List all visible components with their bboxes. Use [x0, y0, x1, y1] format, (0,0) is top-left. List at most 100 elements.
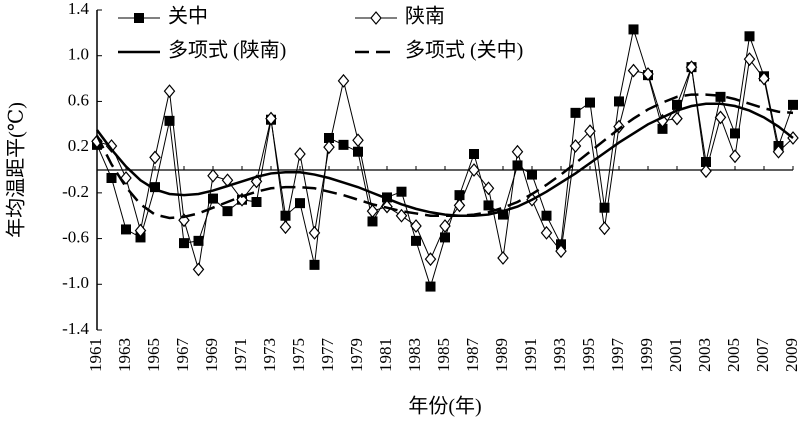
data-point: [729, 149, 741, 164]
data-point: [265, 111, 277, 126]
data-point: [569, 139, 582, 153]
data-point: [279, 220, 292, 235]
data-point: [440, 232, 450, 243]
data-point: [352, 133, 364, 148]
data-point: [527, 169, 537, 180]
x-tick-label: 1997: [608, 338, 627, 373]
data-point: [134, 223, 147, 238]
data-point: [453, 198, 466, 213]
data-point: [700, 164, 712, 179]
y-tick-label: 1.0: [68, 45, 89, 64]
data-point: [628, 24, 639, 35]
data-point: [149, 150, 161, 165]
legend-label: 陕南: [405, 5, 445, 28]
x-tick-label: 1971: [231, 338, 250, 372]
x-tick-label: 1993: [550, 338, 569, 372]
data-point: [498, 209, 508, 220]
data-point: [367, 216, 378, 227]
x-tick-label: 2009: [782, 338, 800, 372]
x-tick-label: 1991: [521, 338, 540, 372]
series-line: [95, 102, 794, 217]
data-point: [295, 198, 305, 209]
data-point: [323, 140, 335, 155]
data-point: [309, 259, 320, 270]
data-point: [482, 181, 495, 196]
data-point: [599, 202, 610, 213]
data-point: [598, 221, 611, 236]
legend-label: 多项式 (关中): [405, 39, 523, 62]
data-point: [366, 204, 379, 219]
data-point: [251, 197, 262, 207]
data-point: [106, 173, 117, 183]
data-point: [483, 200, 494, 211]
data-point: [337, 73, 350, 88]
x-tick-label: 1969: [202, 338, 221, 372]
x-tick-label: 1965: [144, 338, 163, 372]
data-point: [425, 281, 436, 292]
data-point: [353, 146, 363, 157]
data-point: [150, 182, 160, 193]
data-point: [743, 52, 756, 67]
data-point: [685, 60, 698, 75]
data-point: [614, 96, 624, 107]
data-point: [657, 123, 668, 134]
legend-label: 关中: [168, 5, 208, 28]
y-tick-label: -1.4: [62, 319, 89, 338]
y-tick-label: -1.0: [62, 273, 89, 292]
x-tick-label: 1979: [347, 338, 366, 372]
data-point: [555, 244, 567, 259]
data-point: [424, 252, 437, 267]
data-point: [730, 128, 740, 139]
data-point: [671, 111, 683, 126]
x-tick-label: 1999: [637, 338, 656, 372]
data-point: [236, 192, 248, 207]
x-tick-label: 2005: [724, 338, 743, 372]
legend-marker: [134, 13, 144, 23]
x-tick-label: 1961: [86, 338, 105, 372]
data-point: [454, 190, 465, 201]
data-point: [744, 31, 755, 42]
data-point: [208, 193, 218, 204]
y-tick-label: 1.4: [68, 0, 90, 18]
data-point: [758, 71, 770, 86]
data-point: [570, 107, 581, 118]
data-point: [338, 139, 349, 150]
data-point: [395, 208, 408, 223]
data-point: [511, 144, 524, 159]
data-point: [308, 225, 321, 240]
data-point: [121, 224, 131, 235]
x-tick-label: 1973: [260, 338, 279, 372]
x-tick-label: 1963: [115, 338, 134, 372]
y-axis-label: 年均温距平(℃): [5, 102, 28, 238]
data-point: [714, 110, 727, 125]
data-point: [163, 84, 176, 99]
data-point: [497, 251, 509, 265]
x-tick-label: 1975: [289, 338, 308, 372]
data-point: [411, 235, 421, 246]
data-point: [585, 97, 595, 108]
data-point: [192, 262, 205, 277]
x-tick-label: 1983: [405, 338, 424, 372]
data-point: [627, 63, 640, 78]
x-tick-label: 2001: [666, 338, 685, 372]
data-point: [164, 115, 175, 126]
y-tick-label: -0.6: [62, 227, 89, 246]
x-tick-label: 1989: [492, 338, 511, 372]
data-point: [410, 219, 422, 233]
data-point: [468, 163, 480, 177]
data-point: [222, 206, 233, 217]
y-tick-label: 0.2: [68, 136, 89, 155]
data-point: [324, 133, 334, 143]
data-point: [207, 168, 219, 183]
y-tick-label: 0.6: [68, 90, 89, 109]
x-tick-label: 2003: [695, 338, 714, 372]
data-point: [280, 210, 291, 221]
data-point: [294, 147, 306, 161]
x-tick-label: 1967: [173, 338, 192, 373]
data-point: [193, 235, 204, 246]
data-point: [512, 160, 523, 171]
legend-label: 多项式 (陕南): [168, 39, 286, 62]
x-tick-label: 1995: [579, 338, 598, 372]
